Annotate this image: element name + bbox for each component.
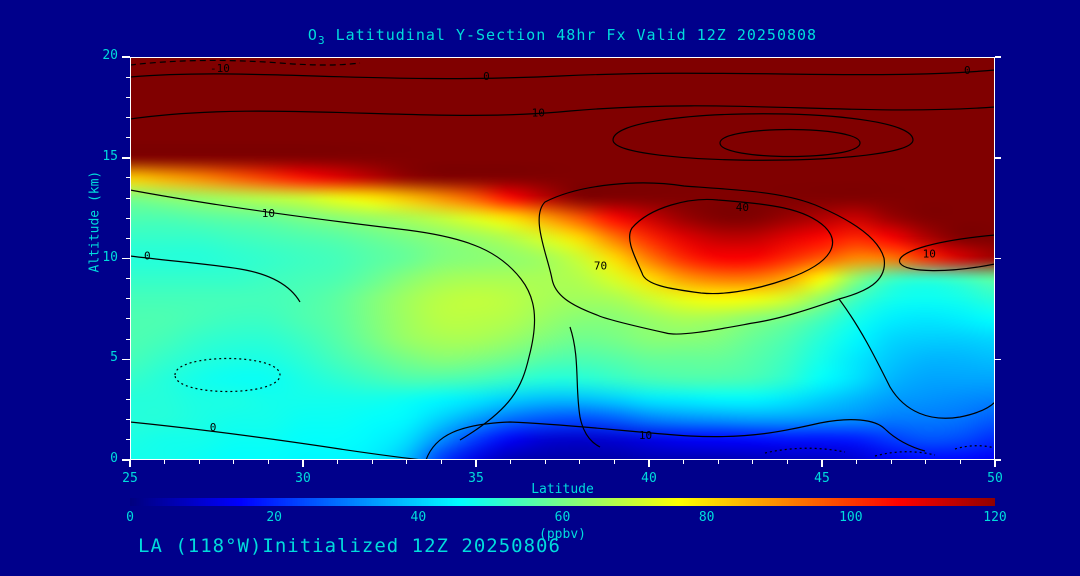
x-major-tick — [302, 460, 304, 467]
x-minor-tick — [267, 460, 269, 464]
y-minor-tick — [126, 177, 130, 179]
x-axis-title: Latitude — [531, 482, 594, 497]
y-minor-tick — [126, 116, 130, 118]
y-major-tick-right — [995, 157, 1001, 159]
contour-label: 0 — [144, 249, 151, 262]
y-minor-tick — [126, 318, 130, 320]
x-major-tick — [821, 460, 823, 467]
x-minor-tick — [510, 460, 512, 464]
x-minor-tick — [198, 460, 200, 464]
contour-label: 0 — [964, 64, 971, 77]
colorbar-gradient — [130, 498, 995, 506]
y-minor-tick — [126, 399, 130, 401]
x-minor-tick — [717, 460, 719, 464]
x-minor-tick — [544, 460, 546, 464]
contour-label: 0 — [210, 421, 217, 434]
y-minor-tick — [126, 378, 130, 380]
y-tick-label: 15 — [102, 148, 118, 164]
contour-lines — [130, 59, 995, 460]
x-minor-tick — [890, 460, 892, 464]
y-major-tick — [122, 257, 130, 260]
y-minor-tick — [126, 137, 130, 139]
x-tick-label: 45 — [814, 471, 830, 486]
colorbar-tick-label: 40 — [410, 510, 427, 525]
y-minor-tick — [126, 439, 130, 441]
x-minor-tick — [406, 460, 408, 464]
x-minor-tick — [164, 460, 166, 464]
x-tick-label: 50 — [987, 471, 1003, 486]
x-major-tick — [648, 460, 650, 467]
x-minor-tick — [856, 460, 858, 464]
x-tick-label: 40 — [641, 471, 657, 486]
x-minor-tick — [683, 460, 685, 464]
y-major-tick — [122, 459, 130, 461]
y-tick-label: 0 — [110, 451, 118, 466]
x-minor-tick — [440, 460, 442, 464]
contour-label: 40 — [736, 201, 749, 214]
y-major-tick — [122, 157, 130, 159]
y-major-tick-right — [995, 56, 1001, 58]
colorbar-tick-label: 80 — [698, 510, 715, 525]
contour-label: 70 — [594, 260, 607, 273]
y-minor-tick — [126, 237, 130, 239]
x-minor-tick — [233, 460, 235, 464]
colorbar-tick-label: 100 — [839, 510, 863, 525]
contour-label: 0 — [483, 70, 490, 83]
ozone-heatmap-canvas — [130, 57, 995, 460]
plot-area: -10 0 0 10 10 0 40 70 10 0 10 25 30 35 40 45 50 0 5 10 15 20 — [102, 48, 1002, 486]
y-major-tick — [122, 56, 130, 58]
x-minor-tick — [613, 460, 615, 464]
x-minor-tick — [752, 460, 754, 464]
y-minor-tick — [126, 217, 130, 219]
y-minor-tick — [126, 76, 130, 78]
title-prefix: O — [307, 26, 318, 44]
contour-label: 10 — [532, 106, 545, 119]
init-info-text: LA (118°W)Initialized 12Z 20250806 — [138, 535, 561, 557]
y-minor-tick — [126, 197, 130, 199]
y-major-tick-right — [995, 459, 1001, 461]
chart-title: O3 Latitudinal Y-Section 48hr Fx Valid 1… — [130, 26, 995, 47]
x-minor-tick — [371, 460, 373, 464]
y-minor-tick — [126, 278, 130, 280]
title-rest: Latitudinal Y-Section 48hr Fx Valid 12Z … — [325, 26, 818, 44]
x-minor-tick — [925, 460, 927, 464]
y-minor-tick — [126, 298, 130, 300]
y-tick-label: 5 — [110, 350, 118, 366]
colorbar: 0 20 40 60 80 100 120 — [126, 498, 1007, 525]
x-tick-label: 35 — [468, 471, 484, 486]
colorbar-tick-label: 20 — [266, 510, 282, 525]
y-major-tick-right — [995, 358, 1001, 360]
contour-label: 10 — [923, 247, 936, 260]
colorbar-tick-label: 120 — [983, 510, 1007, 525]
colorbar-units: (ppbv) — [539, 527, 586, 542]
x-major-tick — [129, 460, 131, 467]
colorbar-tick-label: 0 — [126, 510, 134, 525]
x-minor-tick — [337, 460, 339, 464]
x-major-tick — [475, 460, 477, 467]
y-tick-label: 10 — [102, 249, 118, 265]
colorbar-tick-label: 60 — [554, 510, 571, 525]
contour-label: -10 — [210, 62, 230, 75]
y-major-tick — [122, 358, 130, 360]
title-subscript: 3 — [317, 34, 326, 47]
x-minor-tick — [959, 460, 961, 464]
contour-label: 10 — [639, 429, 652, 442]
x-minor-tick — [579, 460, 581, 464]
x-tick-label: 30 — [295, 471, 311, 486]
x-major-tick — [994, 460, 996, 467]
y-tick-label: 20 — [102, 48, 118, 63]
y-minor-tick — [126, 338, 130, 340]
y-minor-tick — [126, 96, 130, 98]
y-major-tick-right — [995, 257, 1001, 260]
contour-label: 10 — [262, 207, 275, 220]
x-tick-label: 25 — [122, 471, 138, 486]
x-minor-tick — [786, 460, 788, 464]
y-minor-tick — [126, 419, 130, 421]
